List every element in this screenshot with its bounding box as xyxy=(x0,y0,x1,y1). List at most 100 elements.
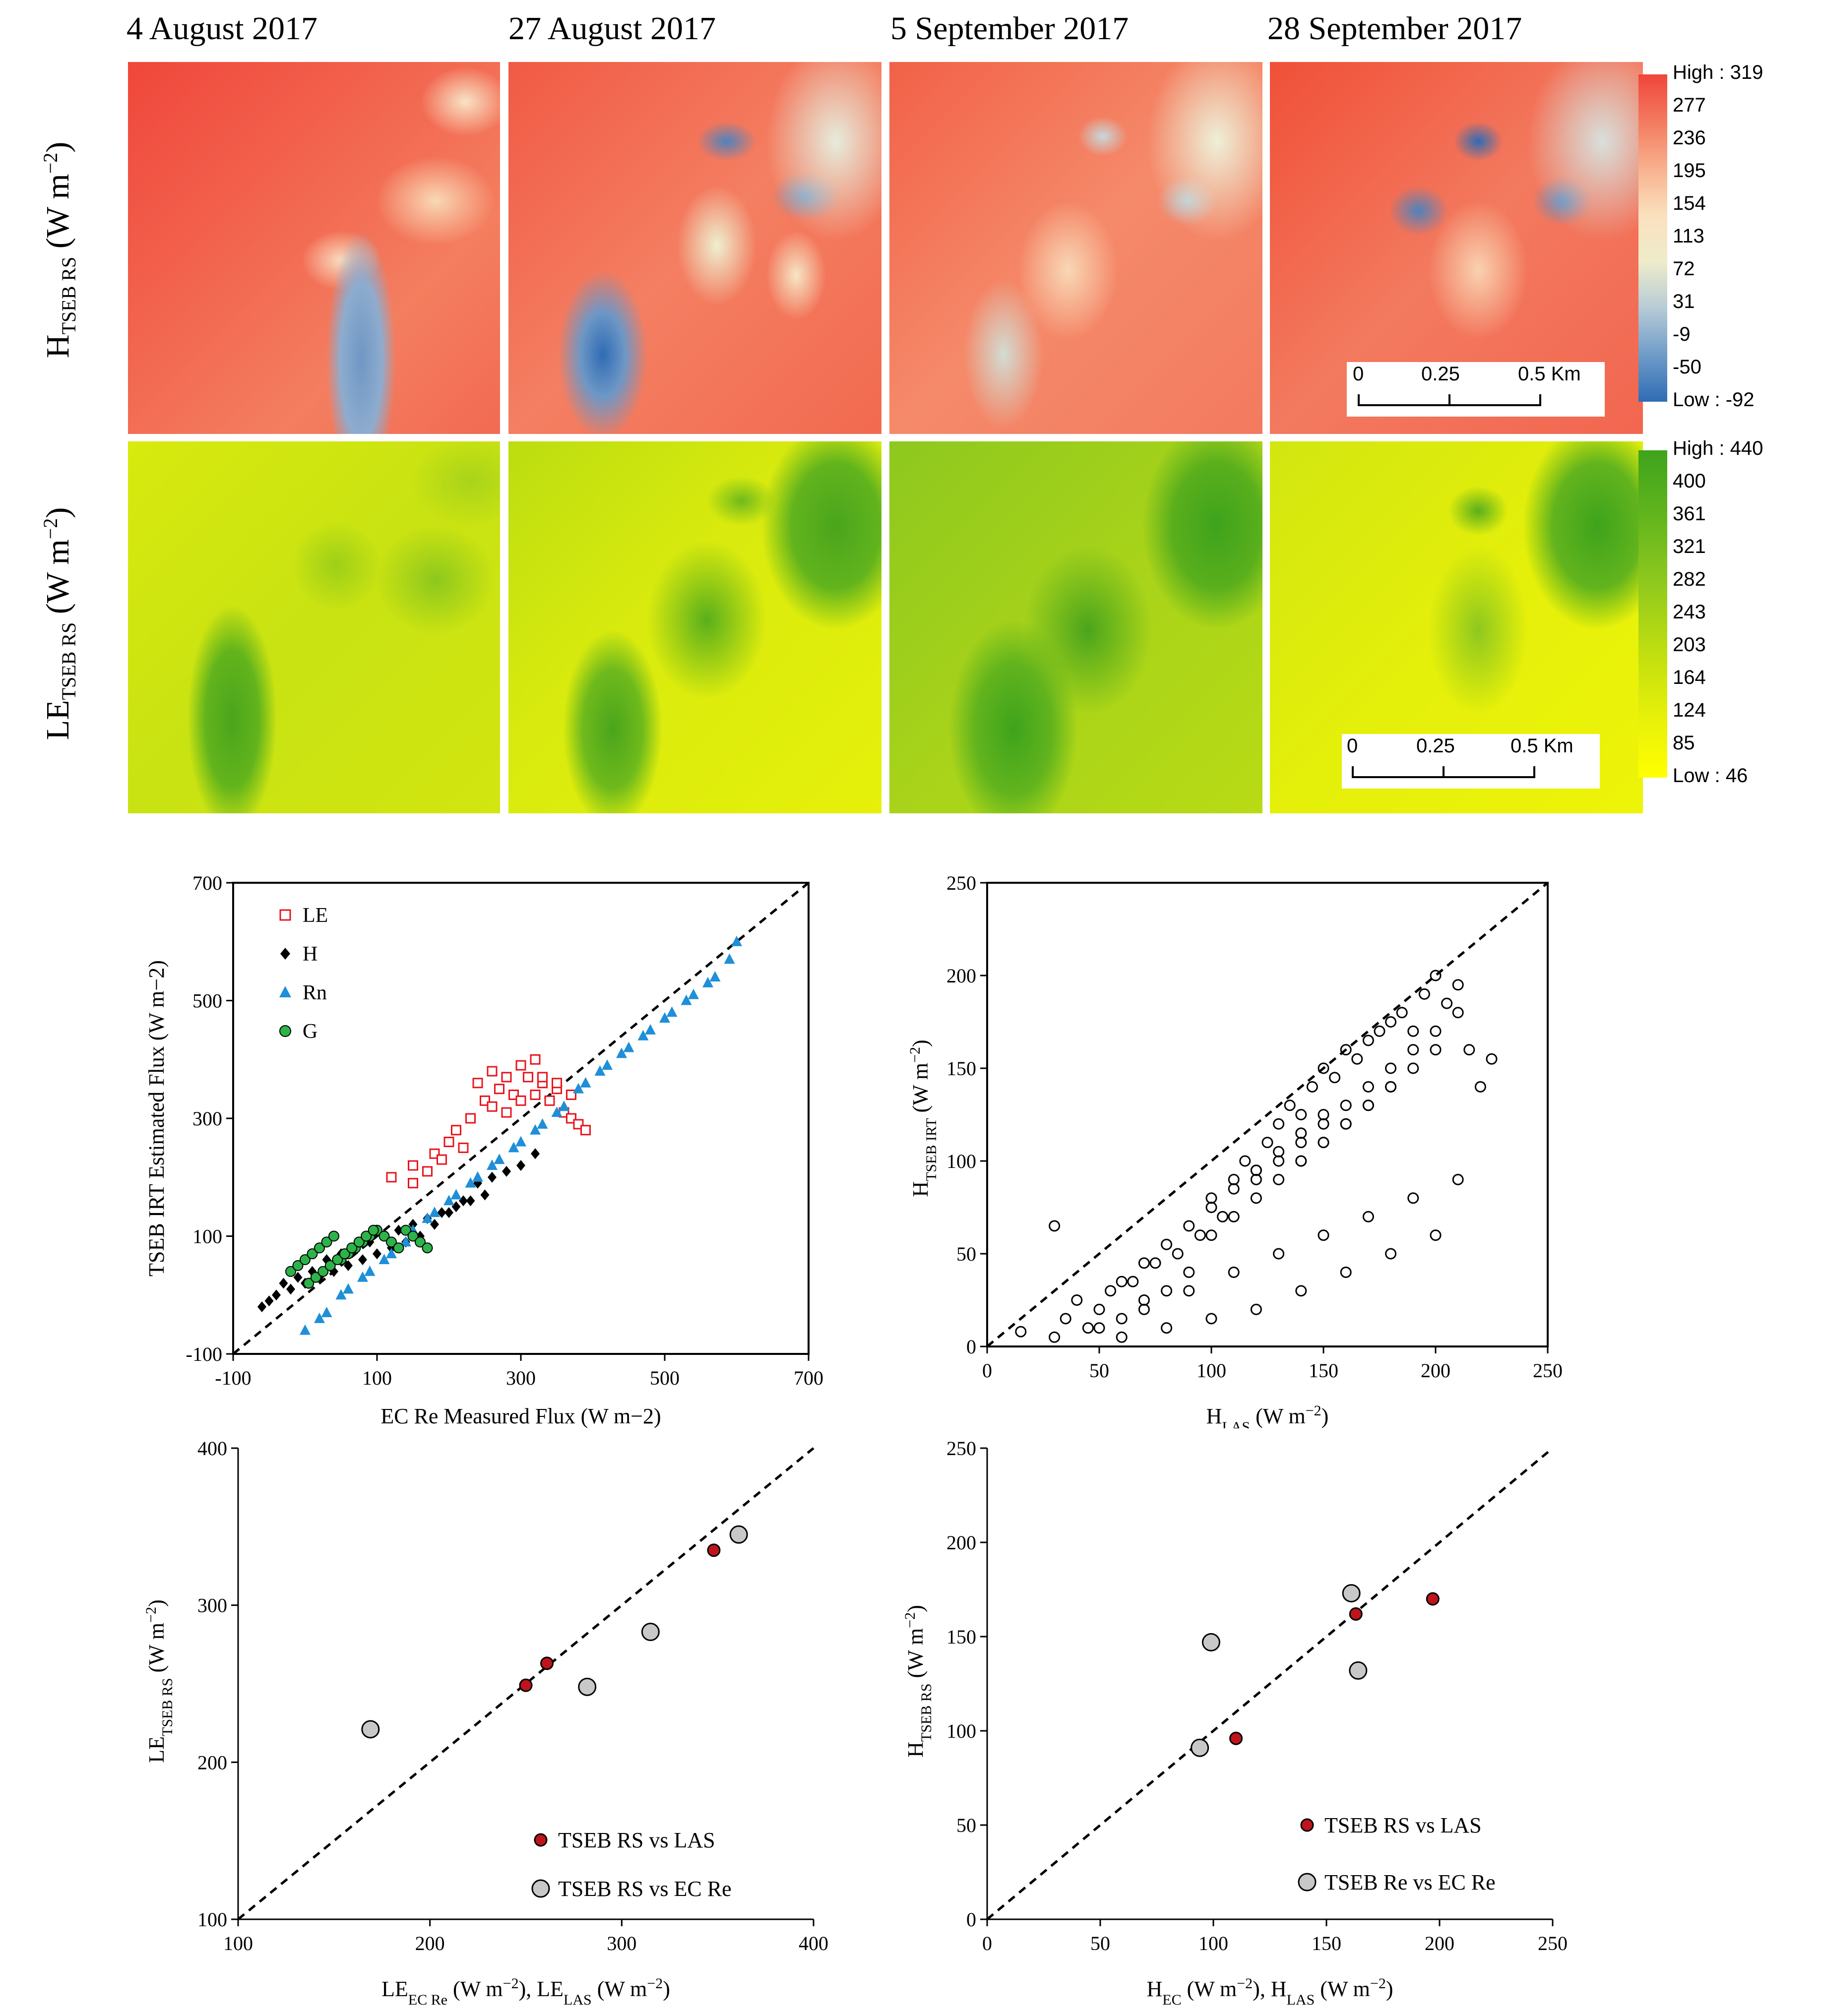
point-h xyxy=(1183,1220,1195,1232)
colorbar-le-tick: 321 xyxy=(1673,536,1706,557)
point-g xyxy=(415,1236,426,1248)
point-h xyxy=(1138,1257,1150,1269)
point-h xyxy=(1452,979,1464,991)
legend-marker-h xyxy=(280,948,290,960)
point-tseb-vs-ecre xyxy=(729,1525,748,1544)
point-h xyxy=(1295,1109,1307,1120)
y-tick-label: 400 xyxy=(197,1437,227,1460)
point-le xyxy=(580,1125,591,1136)
point-le xyxy=(515,1060,526,1071)
point-rn xyxy=(659,1012,670,1023)
point-rn xyxy=(530,1124,541,1135)
x-tick-label: 150 xyxy=(1312,1932,1341,1955)
point-h xyxy=(1149,1257,1161,1269)
point-h xyxy=(466,1195,475,1207)
point-g xyxy=(378,1230,390,1242)
point-le xyxy=(458,1142,469,1153)
colorbar-h-tick: -9 xyxy=(1673,323,1691,345)
point-h xyxy=(1318,1062,1329,1074)
y-tick-label: 300 xyxy=(192,1107,222,1130)
point-rn xyxy=(314,1312,325,1323)
point-h xyxy=(1318,1229,1329,1241)
point-g xyxy=(303,1278,314,1289)
x-tick-label: 250 xyxy=(1533,1359,1563,1382)
point-h xyxy=(1295,1155,1307,1167)
legend-label: H xyxy=(303,943,317,966)
legend-label: TSEB RS vs EC Re xyxy=(558,1877,732,1901)
point-h xyxy=(373,1248,381,1260)
x-axis-label: EC Re Measured Flux (W m−2) xyxy=(380,1404,661,1428)
colorbar-h-tick: 195 xyxy=(1673,160,1706,182)
point-h xyxy=(1486,1053,1498,1065)
point-rn xyxy=(645,1024,656,1035)
point-g xyxy=(422,1242,433,1254)
point-le xyxy=(537,1072,548,1083)
point-h xyxy=(1138,1294,1150,1306)
point-h xyxy=(1049,1331,1061,1343)
point-h xyxy=(1217,1211,1229,1222)
y-tick-label: 200 xyxy=(946,1531,976,1554)
point-h xyxy=(1430,1044,1442,1056)
point-h xyxy=(531,1148,540,1160)
point-h xyxy=(1430,1229,1442,1241)
point-le xyxy=(530,1090,541,1100)
point-h xyxy=(1452,1007,1464,1019)
point-rn xyxy=(364,1265,376,1276)
colorbar-h-tick: 236 xyxy=(1673,127,1706,149)
chart-flux-all: -100 100 300 500 700 -100 100 300 500 700 LE H Rn G EC… xyxy=(144,872,823,1428)
point-h xyxy=(1340,1266,1352,1278)
point-h xyxy=(1306,1081,1318,1093)
point-h xyxy=(1463,1044,1475,1056)
point-tseb-vs-las xyxy=(1426,1592,1440,1606)
point-tseb-vs-las xyxy=(1229,1731,1243,1745)
colorbar-le-tick: 361 xyxy=(1673,503,1706,525)
colorbar-le-tick: 164 xyxy=(1673,667,1706,688)
point-rn xyxy=(537,1118,548,1129)
colorbar-le-tick: 243 xyxy=(1673,601,1706,623)
point-h xyxy=(1418,988,1430,1000)
y-axis-label: HTSEB RS (W m−2) xyxy=(902,1605,935,1758)
y-tick-label: 0 xyxy=(966,1908,976,1931)
x-tick-label: 100 xyxy=(1198,1932,1228,1955)
point-h xyxy=(516,1160,525,1171)
point-le xyxy=(544,1095,555,1106)
x-tick-label: 300 xyxy=(607,1932,636,1955)
point-h xyxy=(394,1224,403,1236)
point-h xyxy=(1385,1248,1397,1260)
point-h xyxy=(1172,1248,1184,1260)
point-h xyxy=(1250,1192,1262,1204)
point-le xyxy=(501,1072,512,1083)
point-h xyxy=(1430,970,1442,981)
x-tick-label: 100 xyxy=(223,1932,253,1955)
point-h xyxy=(1273,1118,1285,1130)
y-tick-label: 250 xyxy=(946,1437,976,1460)
legend-label: LE xyxy=(303,904,328,927)
x-tick-label: 300 xyxy=(506,1367,536,1389)
point-rn xyxy=(487,1160,498,1170)
point-h xyxy=(1228,1266,1240,1278)
point-le xyxy=(443,1137,454,1147)
point-rn xyxy=(300,1324,311,1335)
colorbar-h-tick: High : 319 xyxy=(1673,61,1763,83)
legend-label: TSEB RS vs LAS xyxy=(1324,1813,1482,1837)
point-h xyxy=(1194,1229,1206,1241)
point-rn xyxy=(400,1236,411,1247)
point-rn xyxy=(623,1041,634,1052)
point-le xyxy=(487,1066,498,1077)
colorbar-h xyxy=(1638,74,1667,402)
point-h xyxy=(1205,1202,1217,1213)
colorbar-le-tick: 85 xyxy=(1673,732,1695,754)
point-h xyxy=(1318,1118,1329,1130)
point-le xyxy=(465,1113,476,1124)
point-h xyxy=(1228,1173,1240,1185)
point-h xyxy=(1161,1238,1173,1250)
point-h xyxy=(1138,1303,1150,1315)
le-map-sep05 xyxy=(889,441,1262,813)
point-tseb-vs-ecre xyxy=(1201,1633,1220,1651)
point-rn xyxy=(515,1136,526,1147)
point-rn xyxy=(551,1106,563,1117)
point-g xyxy=(300,1254,311,1265)
legend-marker-rn xyxy=(279,986,291,997)
legend-marker-le xyxy=(279,909,291,921)
point-tseb-vs-ecre xyxy=(1191,1738,1209,1757)
